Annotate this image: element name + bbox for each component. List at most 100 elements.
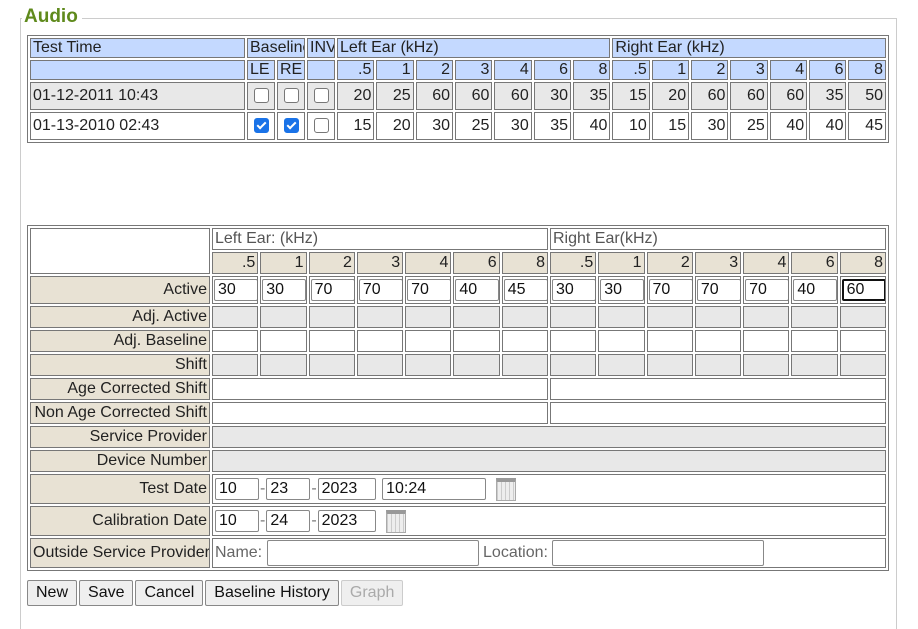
freq-header: .5 <box>337 60 375 80</box>
header-le: LE <box>247 60 275 80</box>
inv-checkbox[interactable] <box>313 118 329 134</box>
calendar-icon[interactable] <box>385 509 406 533</box>
le-checkbox-cell <box>247 112 275 140</box>
graph-button: Graph <box>340 580 404 606</box>
service-provider-value <box>212 426 886 448</box>
left-ear-value: 25 <box>455 112 493 140</box>
left-ear-value: 25 <box>376 82 414 110</box>
cancel-button[interactable]: Cancel <box>135 580 204 606</box>
active-cell <box>356 276 404 304</box>
adj-active-cell <box>212 306 259 328</box>
freq-header: 8 <box>839 252 886 274</box>
outside-name-input[interactable] <box>266 540 479 566</box>
left-active-input[interactable] <box>455 279 499 301</box>
freq-header: 8 <box>573 60 611 80</box>
active-cell <box>839 276 886 304</box>
header-test-time: Test Time <box>30 38 245 58</box>
le-checkbox[interactable] <box>253 88 269 104</box>
freq-header: 4 <box>769 60 808 80</box>
re-checkbox[interactable] <box>283 118 299 134</box>
test-date-cell: -- <box>212 474 886 504</box>
right-ear-value: 60 <box>691 82 729 110</box>
freq-header: 2 <box>691 60 729 80</box>
left-active-input[interactable] <box>310 279 354 301</box>
right-ear-value: 60 <box>769 82 808 110</box>
left-active-input[interactable] <box>358 279 403 301</box>
right-ear-value: 50 <box>848 82 886 110</box>
test-date-day[interactable] <box>266 478 311 501</box>
left-active-input[interactable] <box>407 279 451 301</box>
adj-active-cell <box>743 306 790 328</box>
right-active-input[interactable] <box>745 279 789 301</box>
shift-cell <box>743 354 790 376</box>
cal-date-year[interactable] <box>317 510 376 533</box>
test-date-year[interactable] <box>317 478 376 501</box>
outside-provider-cell: Name: Location: <box>212 538 886 568</box>
left-ear-value: 20 <box>376 112 414 140</box>
active-cell <box>308 276 355 304</box>
dash: - <box>260 512 266 530</box>
active-cell <box>694 276 742 304</box>
outside-location-input[interactable] <box>552 540 765 566</box>
le-checkbox[interactable] <box>253 118 269 134</box>
adj-baseline-cell <box>839 330 886 352</box>
test-time-cell[interactable]: 01-12-2011 10:43 <box>30 82 245 110</box>
section-legend: Audio <box>22 6 82 28</box>
label-adj-active: Adj. Active <box>30 306 210 328</box>
inv-checkbox-cell <box>307 112 335 140</box>
adj-baseline-cell <box>743 330 790 352</box>
le-checkbox-cell <box>247 82 275 110</box>
right-ear-value: 60 <box>730 82 768 110</box>
age-shift-right <box>549 378 886 400</box>
re-checkbox[interactable] <box>283 88 299 104</box>
cal-date-month[interactable] <box>215 510 259 533</box>
active-cell <box>405 276 452 304</box>
label-non-age-corrected-shift: Non Age Corrected Shift <box>30 402 210 424</box>
audio-history-table: Test Time Baseline INV Left Ear (kHz) Ri… <box>27 35 889 143</box>
freq-header: 1 <box>651 60 690 80</box>
right-ear-value: 40 <box>769 112 808 140</box>
shift-cell <box>356 354 404 376</box>
freq-header: 6 <box>533 60 572 80</box>
new-button[interactable]: New <box>27 580 78 606</box>
right-ear-value: 20 <box>651 82 690 110</box>
freq-header: 6 <box>453 252 500 274</box>
audio-entry-table: Left Ear: (kHz) Right Ear(kHz) .5 1 2 3 4 6 8.… <box>27 225 889 571</box>
save-button[interactable]: Save <box>79 580 134 606</box>
header-inv-blank <box>307 60 335 80</box>
freq-header: 1 <box>260 252 307 274</box>
right-active-input[interactable] <box>696 279 741 301</box>
adj-baseline-cell <box>356 330 404 352</box>
cal-date-day[interactable] <box>266 510 311 533</box>
adj-baseline-cell <box>791 330 838 352</box>
freq-header: 3 <box>730 60 768 80</box>
left-ear-value: 40 <box>573 112 611 140</box>
inv-checkbox[interactable] <box>313 88 329 104</box>
right-active-input[interactable] <box>841 279 885 301</box>
label-adj-baseline: Adj. Baseline <box>30 330 210 352</box>
test-date-month[interactable] <box>215 478 259 501</box>
right-active-input[interactable] <box>793 279 837 301</box>
right-ear-value: 15 <box>651 112 690 140</box>
baseline-history-button[interactable]: Baseline History <box>205 580 339 606</box>
freq-header: 1 <box>376 60 414 80</box>
adj-baseline-cell <box>260 330 307 352</box>
dash: - <box>311 480 317 498</box>
left-active-input[interactable] <box>214 279 258 301</box>
left-active-input[interactable] <box>262 279 306 301</box>
active-cell <box>549 276 597 304</box>
freq-header: 2 <box>646 252 693 274</box>
shift-cell <box>260 354 307 376</box>
calendar-icon[interactable] <box>496 477 517 501</box>
freq-header: 3 <box>356 252 404 274</box>
test-time-input[interactable] <box>382 478 487 501</box>
left-ear-value: 20 <box>337 82 375 110</box>
right-active-input[interactable] <box>551 279 596 301</box>
calibration-date-cell: -- <box>212 506 886 536</box>
right-ear-value: 35 <box>809 82 847 110</box>
left-active-input[interactable] <box>503 279 547 301</box>
shift-cell <box>549 354 597 376</box>
test-time-cell[interactable]: 01-13-2010 02:43 <box>30 112 245 140</box>
right-active-input[interactable] <box>600 279 644 301</box>
right-active-input[interactable] <box>648 279 692 301</box>
